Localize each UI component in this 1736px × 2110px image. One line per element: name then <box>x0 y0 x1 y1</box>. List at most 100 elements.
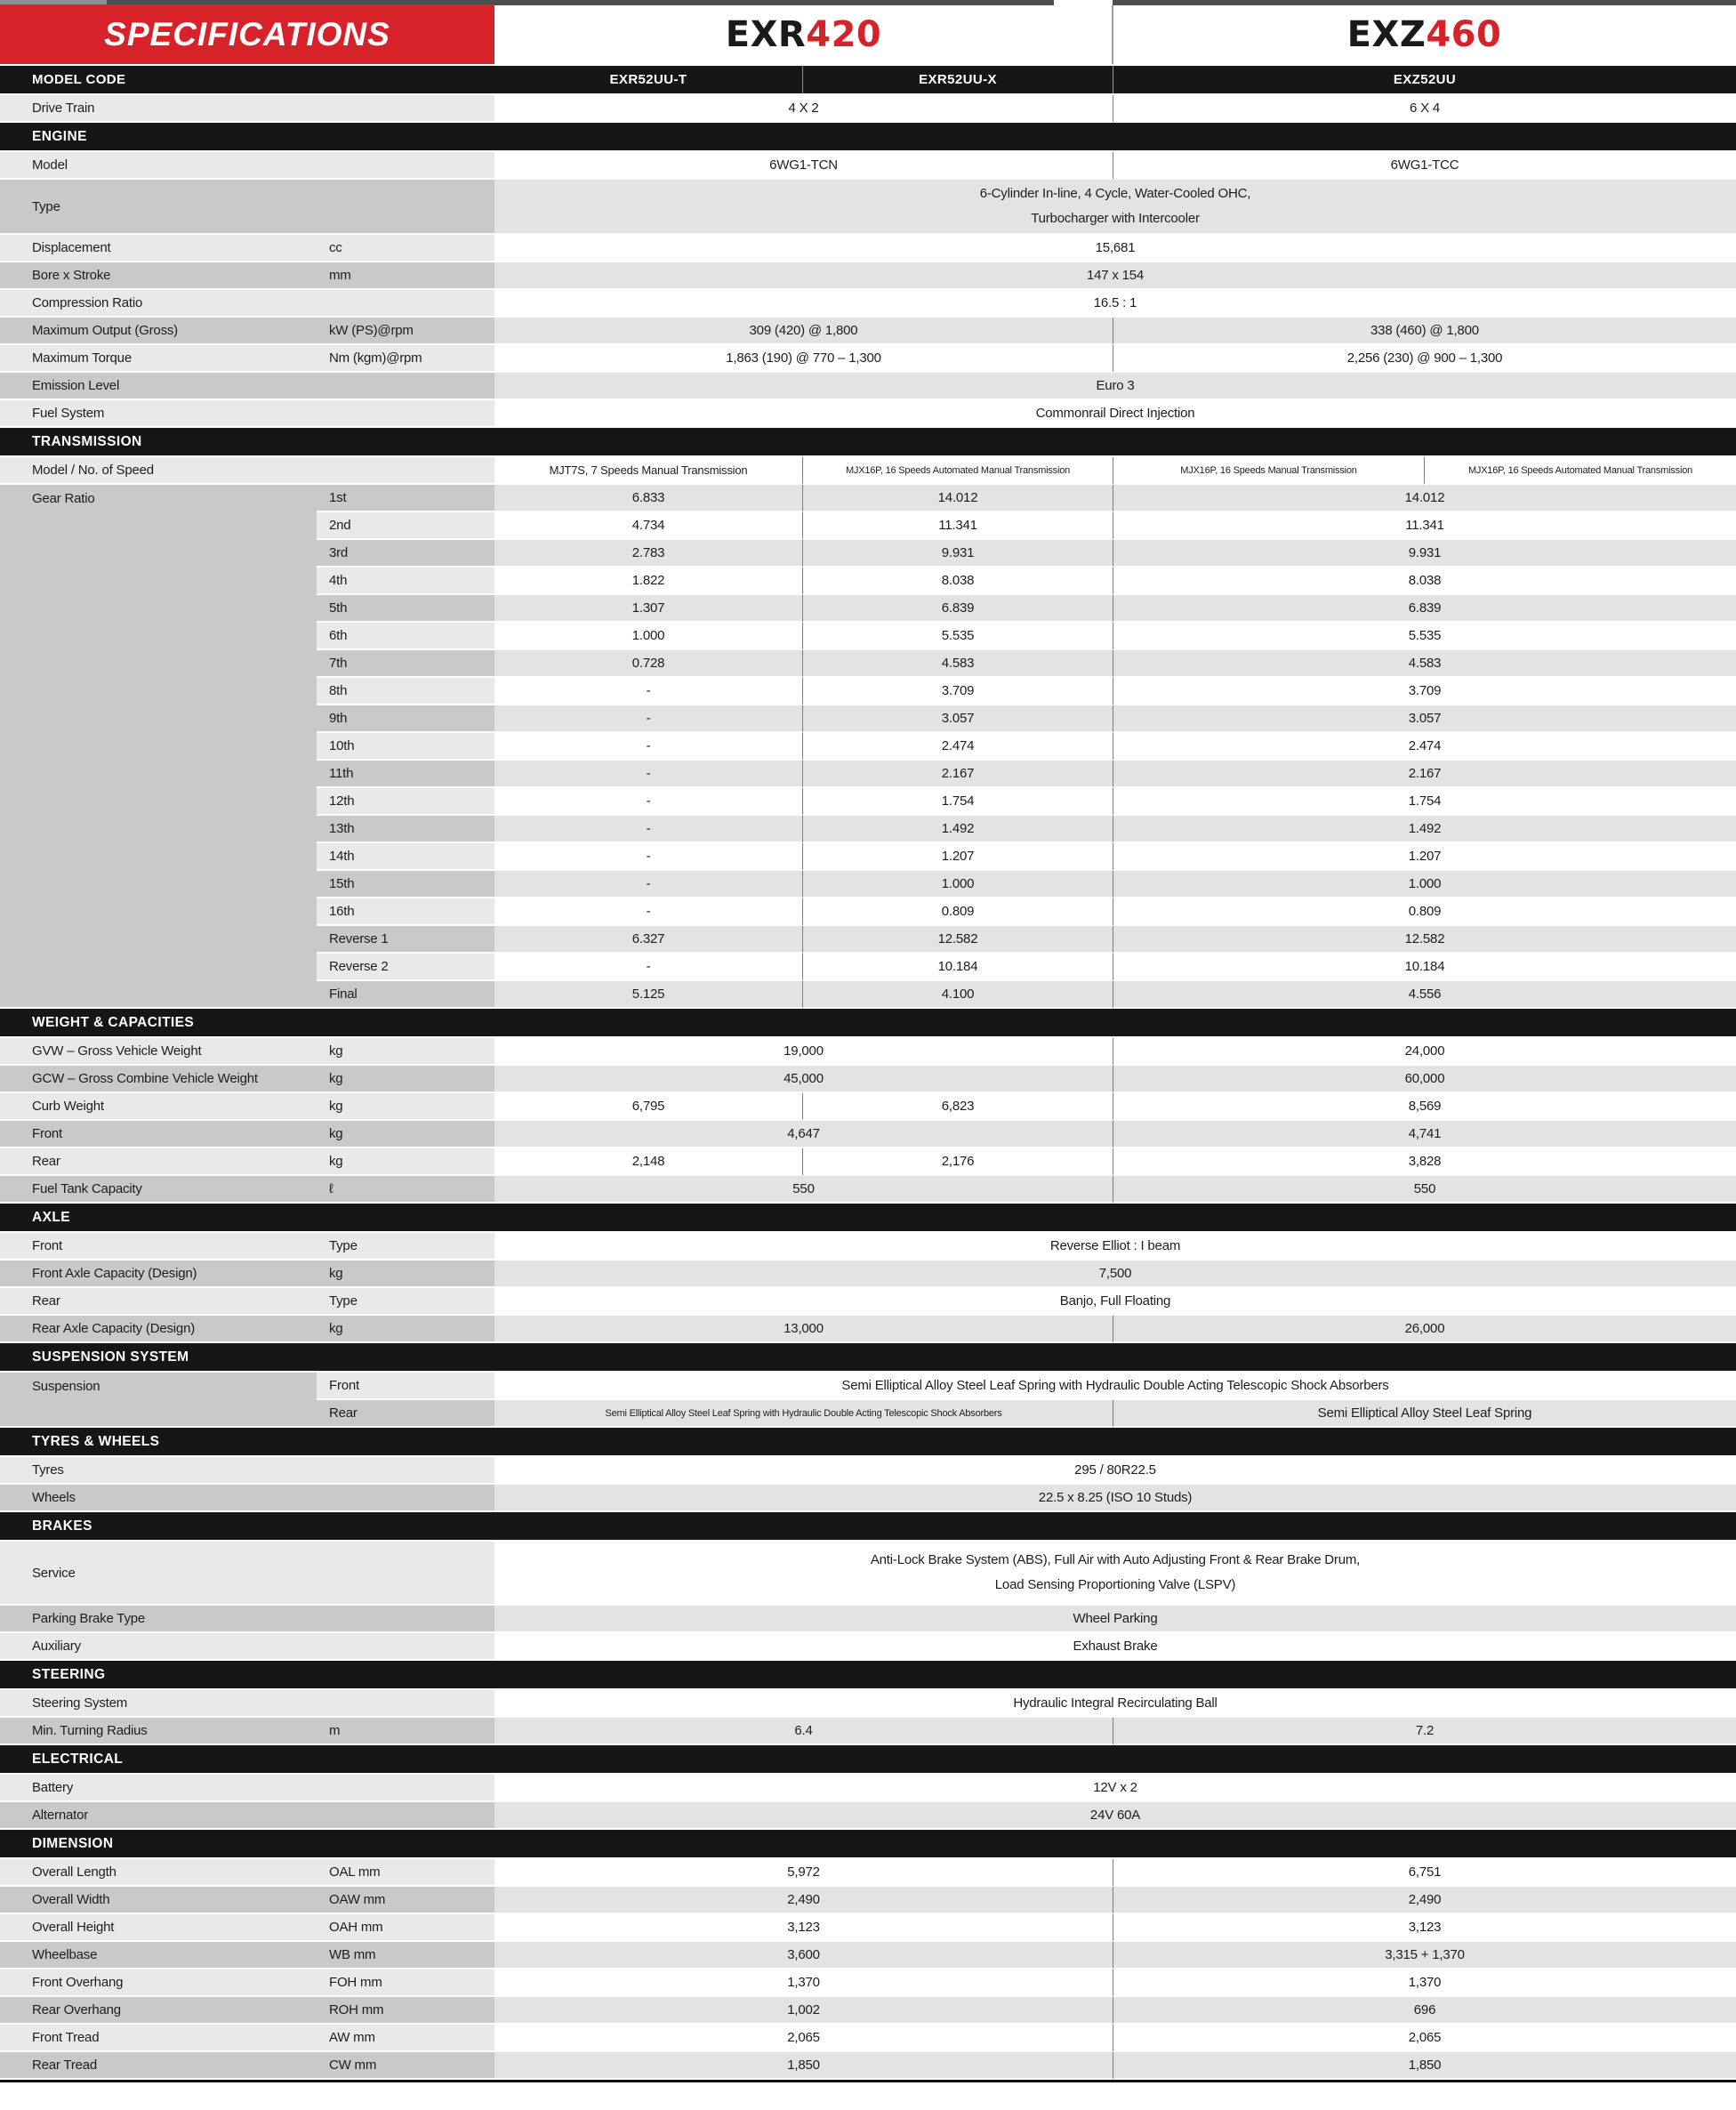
spec-row-rear: Rear Type Banjo, Full Floating <box>0 1288 1736 1316</box>
logo-exr-number: 420 <box>806 14 882 55</box>
spec-row-16th: 16th -0.809 0.809 <box>0 898 1736 926</box>
row-label-cell: Fuel Tank Capacity <box>0 1176 317 1204</box>
sub-label-cell: Rear <box>317 1400 494 1428</box>
value-cell: 3,123 <box>1113 1914 1736 1942</box>
row-label-cell: Parking Brake Type <box>0 1606 317 1633</box>
sub-label-cell: 2nd <box>317 512 494 540</box>
value-cell: 6 X 4 <box>1113 95 1736 123</box>
group-label-continuation <box>0 650 317 678</box>
value-cell: Semi Elliptical Alloy Steel Leaf Spring <box>1113 1400 1736 1428</box>
group-label-continuation <box>0 1400 317 1428</box>
spec-row-4th: 4th 1.822 8.038 8.038 <box>0 568 1736 595</box>
value-cell: 5,972 <box>494 1859 1113 1887</box>
sub-label-cell: 5th <box>317 595 494 623</box>
value-cell: 5.125 <box>494 981 802 1009</box>
value-cell: 2.783 <box>494 540 802 568</box>
specifications-banner: SPECIFICATIONS <box>0 4 494 64</box>
value-cell: 15,681 <box>494 235 1736 262</box>
row-label-cell: Maximum Output (Gross) <box>0 318 317 345</box>
spec-row-front: Front Type Reverse Elliot : I beam <box>0 1233 1736 1260</box>
group-label-continuation <box>0 926 317 954</box>
value-cell: 11.341 <box>802 512 1113 540</box>
value-line: Turbocharger with Intercooler <box>1031 211 1200 226</box>
value-cell: 9.931 <box>1113 540 1736 568</box>
value-cell: 147 x 154 <box>494 262 1736 290</box>
row-label-cell: Compression Ratio <box>0 290 317 318</box>
unit-cell: kg <box>317 1066 494 1093</box>
sub-label-cell: 14th <box>317 843 494 871</box>
spec-row-auxiliary: Auxiliary Exhaust Brake <box>0 1633 1736 1661</box>
unit-cell: kg <box>317 1260 494 1288</box>
row-label-cell: Curb Weight <box>0 1093 317 1121</box>
unit-cell: ℓ <box>317 1176 494 1204</box>
value-cell: 11.341 <box>1113 512 1736 540</box>
spec-row-rear-overhang: Rear Overhang ROH mm 1,002 696 <box>0 1997 1736 2025</box>
section-steering: STEERING Steering System Hydraulic Integra… <box>0 1661 1736 1745</box>
spec-row-overall-height: Overall Height OAH mm 3,123 3,123 <box>0 1914 1736 1942</box>
value-cell: 4.734 <box>494 512 802 540</box>
model-code-exr-t: EXR52UU-T <box>609 72 687 87</box>
row-label-cell: Wheels <box>0 1485 317 1512</box>
unit-cell: OAH mm <box>317 1914 494 1942</box>
value-cell: 3.057 <box>1113 705 1736 733</box>
row-label-cell: GCW – Gross Combine Vehicle Weight <box>0 1066 317 1093</box>
spec-row-12th: 12th -1.754 1.754 <box>0 788 1736 816</box>
value-cell: 2,256 (230) @ 900 – 1,300 <box>1113 345 1736 373</box>
spec-row-tyres: Tyres 295 / 80R22.5 <box>0 1457 1736 1485</box>
row-label-cell: Rear <box>0 1288 317 1316</box>
row-label-cell: Battery <box>0 1775 317 1802</box>
section-weight-capacities: WEIGHT & CAPACITIES GVW – Gross Vehicle W… <box>0 1009 1736 1204</box>
unit-cell: CW mm <box>317 2052 494 2080</box>
spec-row-rear-tread: Rear Tread CW mm 1,850 1,850 <box>0 2052 1736 2080</box>
page-title: SPECIFICATIONS <box>104 15 390 52</box>
unit-cell: AW mm <box>317 2025 494 2052</box>
sub-label-cell: 6th <box>317 623 494 650</box>
spec-row-type: Type 6-Cylinder In-line, 4 Cycle, Water-C… <box>0 180 1736 235</box>
section-header-engine: ENGINE <box>0 123 1736 152</box>
model-logo-exz460: EXZ 460 <box>1113 5 1736 64</box>
unit-cell <box>317 1633 494 1661</box>
sub-label-cell: 4th <box>317 568 494 595</box>
section-header-axle: AXLE <box>0 1204 1736 1233</box>
value-cell: 1,850 <box>494 2052 1113 2080</box>
value-cell: 8.038 <box>1113 568 1736 595</box>
value-cell: 8.038 <box>802 568 1113 595</box>
value-cell: - <box>494 678 802 705</box>
value-cell: 6.839 <box>1113 595 1736 623</box>
model-logo-exr420: EXR 420 <box>494 5 1113 64</box>
value-cell: 5.535 <box>802 623 1113 650</box>
spec-row-maximum-output-gross: Maximum Output (Gross) kW (PS)@rpm 309 (42… <box>0 318 1736 345</box>
value-cell: Banjo, Full Floating <box>494 1288 1736 1316</box>
unit-cell <box>317 457 494 485</box>
group-label-cell: Suspension <box>0 1373 317 1400</box>
row-label-cell: Front <box>0 1121 317 1148</box>
sub-label-cell: 12th <box>317 788 494 816</box>
spec-row-curb-weight: Curb Weight kg 6,795 6,823 8,569 <box>0 1093 1736 1121</box>
spec-row-7th: 7th 0.728 4.583 4.583 <box>0 650 1736 678</box>
spec-row-reverse-2: Reverse 2-10.184 10.184 <box>0 954 1736 981</box>
unit-cell <box>317 1457 494 1485</box>
section-header-brakes: BRAKES <box>0 1512 1736 1542</box>
section-tyres-wheels: TYRES & WHEELS Tyres 295 / 80R22.5 Wheels 22… <box>0 1428 1736 1512</box>
row-label-cell: Wheelbase <box>0 1942 317 1969</box>
spec-row-14th: 14th -1.207 1.207 <box>0 843 1736 871</box>
unit-cell: FOH mm <box>317 1969 494 1997</box>
value-cell: 6.839 <box>802 595 1113 623</box>
row-label-cell: Overall Length <box>0 1859 317 1887</box>
value-cell: 6.833 <box>494 485 802 512</box>
value-cell: 12.582 <box>802 926 1113 954</box>
row-label-cell: Maximum Torque <box>0 345 317 373</box>
value-cell: 2,148 <box>494 1148 802 1176</box>
value-cell: 3,600 <box>494 1942 1113 1969</box>
value-cell: 4.583 <box>1113 650 1736 678</box>
value-cell: 6,751 <box>1113 1859 1736 1887</box>
value-cell: 6.327 <box>494 926 802 954</box>
row-label-cell: Type <box>0 180 317 235</box>
value-cell: 3,828 <box>1113 1148 1736 1176</box>
value-cell: 1.822 <box>494 568 802 595</box>
value-cell: - <box>494 788 802 816</box>
spec-row-front-axle-capacity-design: Front Axle Capacity (Design) kg 7,500 <box>0 1260 1736 1288</box>
group-label-continuation <box>0 843 317 871</box>
value-cell: 3,123 <box>494 1914 1113 1942</box>
